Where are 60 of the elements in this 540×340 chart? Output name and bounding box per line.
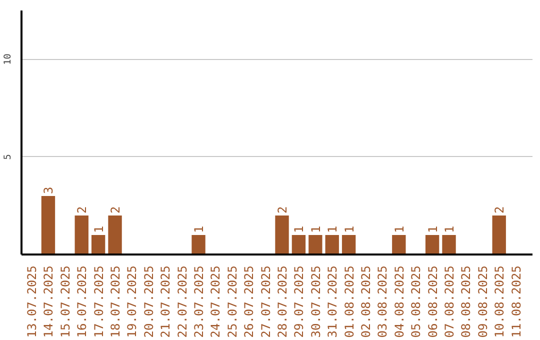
data-label: 2: [108, 206, 123, 214]
x-tick-label: 03.08.2025: [376, 265, 390, 338]
bar: [342, 234, 356, 254]
x-tick-label: 05.08.2025: [409, 265, 424, 338]
data-label: 1: [326, 226, 340, 233]
bar: [308, 234, 322, 254]
data-label: 1: [308, 226, 323, 233]
y-tick-label: 5: [2, 154, 14, 160]
x-tick-label: 26.07.2025: [242, 265, 256, 338]
x-tick-label: 01.08.2025: [342, 265, 356, 338]
bar: [442, 234, 456, 254]
data-label: 2: [492, 206, 507, 214]
x-tick-label: 23.07.2025: [192, 265, 206, 338]
bar: [192, 234, 206, 254]
x-tick-label: 13.07.2025: [25, 265, 40, 338]
data-label: 1: [442, 226, 457, 233]
x-tick-label: 30.07.2025: [308, 265, 323, 338]
x-tick-label: 17.07.2025: [92, 265, 106, 338]
x-tick-label: 20.07.2025: [142, 265, 156, 338]
bar: [108, 215, 122, 254]
x-tick-label: 02.08.2025: [359, 265, 374, 338]
x-tick-label: 22.07.2025: [175, 265, 190, 338]
bar: [74, 215, 88, 254]
x-tick-label: 29.07.2025: [292, 265, 306, 338]
x-tick-label: 07.08.2025: [442, 265, 457, 338]
bar: [392, 234, 406, 254]
x-tick-label: 11.08.2025: [509, 265, 524, 338]
data-label: 3: [42, 186, 56, 194]
data-label: 1: [342, 226, 356, 233]
x-tick-label: 21.07.2025: [158, 265, 173, 338]
x-tick-label: 15.07.2025: [58, 265, 72, 338]
bar: [425, 234, 440, 254]
x-tick-label: 10.08.2025: [492, 265, 507, 338]
data-label: 2: [276, 206, 290, 214]
y-tick-label: 10: [2, 53, 14, 65]
data-label: 1: [192, 226, 206, 233]
bar: [325, 234, 339, 254]
x-tick-label: 31.07.2025: [326, 265, 340, 338]
data-label: 1: [92, 226, 106, 233]
x-tick-label: 19.07.2025: [125, 265, 140, 338]
data-label: 1: [392, 226, 406, 233]
bar: [492, 215, 506, 254]
data-label: 1: [292, 226, 306, 233]
x-tick-label: 25.07.2025: [225, 265, 240, 338]
x-tick-label: 18.07.2025: [108, 265, 123, 338]
x-tick-label: 27.07.2025: [258, 265, 273, 338]
bar: [91, 234, 106, 254]
bar: [275, 215, 289, 254]
x-tick-label: 04.08.2025: [392, 265, 406, 338]
x-tick-label: 14.07.2025: [42, 265, 56, 338]
x-tick-label: 06.08.2025: [426, 265, 440, 338]
data-label: 2: [75, 206, 90, 214]
x-tick-label: 08.08.2025: [459, 265, 474, 338]
bar: [292, 234, 306, 254]
x-tick-label: 24.07.2025: [208, 265, 223, 338]
bar: [41, 196, 56, 254]
x-tick-label: 09.08.2025: [476, 265, 490, 338]
x-tick-label: 16.07.2025: [75, 265, 90, 338]
data-label: 1: [426, 226, 440, 233]
x-tick-label: 28.07.2025: [276, 265, 290, 338]
